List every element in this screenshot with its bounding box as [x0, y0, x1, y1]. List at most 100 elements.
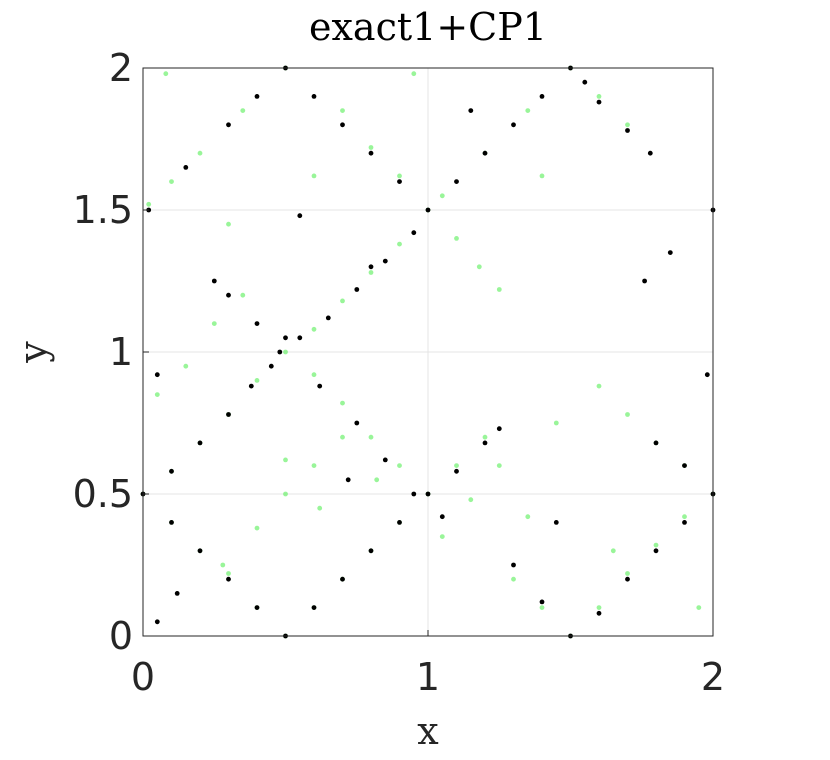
series-1-point-52: [539, 599, 545, 605]
series-1-point-33: [169, 468, 174, 474]
y-tick-label-3: 1.5: [73, 188, 133, 232]
series-0-point-55: [682, 514, 687, 520]
series-0-point-40: [340, 400, 345, 406]
series-1-point-65: [411, 491, 417, 497]
series-0-point-66: [154, 392, 160, 397]
series-0-point-30: [226, 571, 231, 576]
series-0-point-73: [610, 548, 616, 554]
series-1-point-6: [340, 122, 345, 128]
series-1-point-73: [553, 520, 559, 525]
series-1-point-38: [254, 605, 260, 610]
series-0-point-42: [397, 463, 402, 468]
series-0-point-46: [283, 491, 288, 497]
series-0-point-5: [340, 108, 345, 113]
series-1-point-17: [625, 128, 630, 133]
axes: [142, 67, 714, 637]
series-0-point-20: [340, 298, 345, 304]
series-1-point-9: [425, 207, 431, 213]
data-points: [140, 65, 716, 639]
series-1-point-49: [354, 420, 360, 426]
series-0-point-4: [146, 201, 152, 207]
series-0-point-9: [454, 236, 459, 241]
series-0-point-69: [317, 505, 323, 511]
series-1-point-61: [642, 278, 647, 284]
series-1-point-42: [368, 548, 374, 554]
series-1-point-13: [539, 94, 545, 99]
series-0-point-50: [539, 605, 545, 610]
series-1-point-7: [368, 150, 374, 156]
series-1-point-37: [226, 576, 231, 582]
series-0-point-72: [553, 420, 559, 426]
series-0-point-53: [625, 571, 630, 576]
series-1-point-25: [268, 363, 274, 369]
series-0-point-6: [368, 145, 374, 150]
series-0-point-45: [254, 525, 260, 531]
series-1-point-19: [411, 230, 417, 236]
series-0-point-60: [596, 383, 602, 389]
series-1: [140, 65, 716, 639]
series-0-point-64: [525, 514, 531, 520]
series-1-point-70: [174, 591, 180, 596]
series-0-point-1: [240, 108, 246, 113]
x-tick-label-1: 1: [416, 655, 440, 699]
series-1-point-5: [311, 94, 317, 99]
series-1-point-48: [382, 457, 388, 463]
series-1-point-54: [596, 610, 602, 616]
series-0-point-78: [226, 221, 231, 227]
series-0-point-67: [211, 321, 217, 326]
series-1-point-32: [197, 440, 203, 446]
series-0-point-23: [254, 378, 260, 383]
series-1-point-59: [682, 463, 687, 468]
series-1-point-28: [226, 292, 231, 298]
series-0-point-18: [397, 241, 402, 247]
series-1-point-44: [425, 491, 431, 497]
series-1-point-40: [311, 605, 317, 610]
series-1-point-10: [454, 179, 459, 185]
grid-lines: [143, 68, 713, 636]
series-1-point-67: [368, 264, 374, 270]
series-1-point-30: [248, 383, 254, 389]
series-1-point-45: [454, 468, 459, 474]
series-1-point-74: [297, 213, 303, 219]
series-0-point-17: [625, 122, 630, 128]
series-0-point-41: [368, 434, 374, 440]
series-1-point-31: [226, 412, 231, 417]
series-0-point-2: [197, 150, 203, 156]
series-0-point-63: [496, 463, 502, 468]
series-0-point-3: [169, 179, 174, 185]
series-0-point-21: [311, 326, 317, 332]
tick-labels: 0 1 2 0 0.5 1 1.5 2: [73, 46, 726, 699]
series-0-point-70: [283, 457, 288, 463]
series-0-point-75: [163, 71, 169, 77]
series-1-point-12: [511, 122, 516, 128]
series-1-point-55: [625, 576, 630, 582]
series-0-point-22: [283, 349, 288, 355]
series-1-point-62: [667, 250, 673, 256]
series-1-point-16: [596, 99, 602, 105]
series-1-point-50: [317, 383, 323, 389]
series-0-point-76: [411, 71, 417, 77]
series-0-point-49: [511, 576, 516, 582]
series-1-point-22: [325, 315, 331, 321]
series-0-point-74: [696, 605, 702, 610]
series-1-point-21: [354, 287, 360, 292]
series-1-point-24: [277, 349, 283, 355]
series-1-point-69: [154, 372, 160, 378]
series-0-point-38: [454, 463, 459, 468]
series-0-point-14: [525, 108, 531, 113]
series-0-point-43: [311, 372, 317, 378]
series-0-point-59: [625, 412, 630, 417]
series-0-point-44: [220, 562, 226, 568]
series-1-point-60: [653, 440, 659, 446]
series-0-point-7: [397, 173, 402, 179]
series-0-point-16: [596, 94, 602, 99]
series-0-point-68: [240, 292, 246, 298]
series-1-point-71: [154, 619, 160, 625]
series-0-point-10: [476, 264, 482, 270]
series-0-point-11: [496, 287, 502, 292]
series-1-point-72: [704, 372, 710, 378]
series-1-point-41: [340, 576, 345, 582]
y-tick-label-2: 1: [109, 330, 133, 374]
series-1-point-35: [169, 520, 174, 525]
